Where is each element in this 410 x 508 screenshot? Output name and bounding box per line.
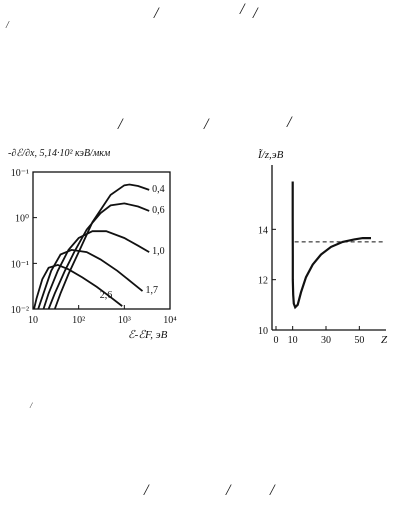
chart-b-title: Ĩ/z,эВ bbox=[257, 149, 284, 161]
chart-a-series bbox=[33, 183, 150, 310]
chart-a-y-axis: 10⁻¹ 10⁰ 10⁻¹ 10⁻² bbox=[11, 168, 37, 316]
y-tick-label: 14 bbox=[258, 225, 268, 236]
y-tick-label: 10⁻² bbox=[11, 305, 29, 316]
chart-b-series-line bbox=[291, 181, 371, 310]
page-mark: / bbox=[117, 116, 124, 133]
page-mark: / bbox=[252, 5, 259, 22]
series-line-2-6 bbox=[33, 263, 123, 310]
page-mark: / bbox=[225, 482, 232, 499]
chart-b-x-axis: 0 10 30 50 Z bbox=[274, 326, 388, 346]
series-line-1-0 bbox=[42, 230, 150, 310]
page-mark: / bbox=[269, 482, 276, 499]
chart-a-annotations: 0,4 0,6 1,0 1,7 2,6 bbox=[100, 184, 165, 301]
page-marks: / / / / / / / / / / / bbox=[5, 1, 293, 499]
series-annotation: 1,0 bbox=[152, 246, 165, 257]
page-mark: / bbox=[286, 114, 293, 131]
y-tick-label: 10 bbox=[258, 326, 268, 337]
chart-b-x-label: Z bbox=[381, 334, 388, 346]
x-tick-label: 10³ bbox=[118, 315, 131, 326]
series-annotation: 0,6 bbox=[152, 205, 165, 216]
x-tick-label: 10² bbox=[72, 315, 85, 326]
series-annotation: 1,7 bbox=[146, 285, 159, 296]
y-tick-label: 10⁰ bbox=[15, 214, 29, 225]
chart-a-x-label: ℰ-ℰF, эВ bbox=[128, 329, 168, 341]
page-mark: / bbox=[239, 1, 246, 18]
series-line-1-7 bbox=[37, 248, 144, 310]
x-tick-label: 30 bbox=[321, 335, 331, 346]
page-mark: / bbox=[29, 401, 33, 410]
page-mark: / bbox=[143, 482, 150, 499]
y-tick-label: 10⁻¹ bbox=[11, 168, 29, 179]
series-annotation: 2,6 bbox=[100, 290, 113, 301]
series-line-0-6 bbox=[47, 202, 150, 310]
page-mark: / bbox=[203, 116, 210, 133]
stopping-power-chart: -∂ℰ/∂x, 5,14·10² кэВ/мкм 10⁻¹ 10⁰ 10⁻¹ 10⁻²… bbox=[8, 148, 177, 341]
ionization-potential-chart: Ĩ/z,эВ 10 12 14 0 10 30 50 Z bbox=[257, 149, 388, 346]
x-tick-label: 0 bbox=[274, 335, 279, 346]
x-tick-label: 10 bbox=[28, 315, 38, 326]
chart-b-y-axis: 10 12 14 bbox=[258, 225, 276, 337]
chart-a-title: -∂ℰ/∂x, 5,14·10² кэВ/мкм bbox=[8, 148, 111, 159]
series-line-0-4 bbox=[53, 183, 150, 310]
y-tick-label: 10⁻¹ bbox=[11, 259, 29, 270]
x-tick-label: 50 bbox=[354, 335, 364, 346]
page-mark: / bbox=[5, 20, 10, 31]
chart-a-x-axis: 10 10² 10³ 10⁴ bbox=[28, 305, 177, 326]
x-tick-label: 10⁴ bbox=[163, 315, 177, 326]
chart-a-plot-frame bbox=[32, 171, 171, 310]
x-tick-label: 10 bbox=[288, 335, 298, 346]
y-tick-label: 12 bbox=[258, 276, 268, 287]
page-mark: / bbox=[153, 5, 160, 22]
series-annotation: 0,4 bbox=[152, 184, 165, 195]
